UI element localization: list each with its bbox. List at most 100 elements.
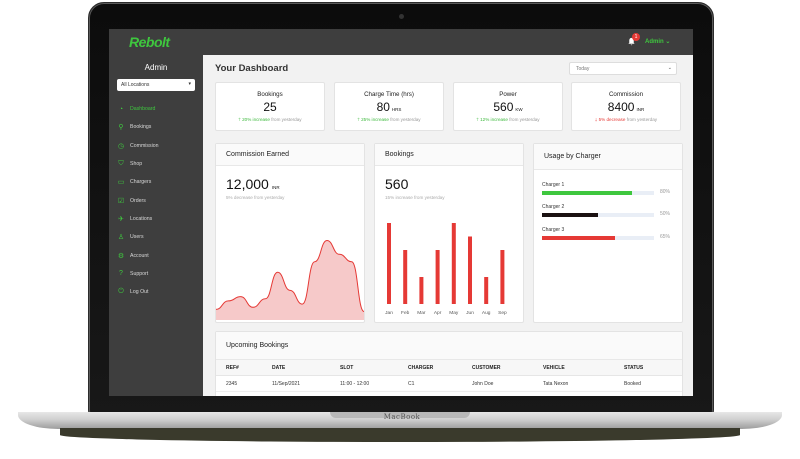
column-header[interactable]: REF# bbox=[226, 364, 239, 371]
bar-mar[interactable] bbox=[419, 277, 424, 304]
column-header[interactable]: STATUS bbox=[624, 364, 644, 371]
laptop-brand: MacBook bbox=[383, 413, 421, 421]
column-header[interactable]: SLOT bbox=[340, 364, 354, 371]
charger-track bbox=[542, 213, 654, 217]
laptop-notch bbox=[330, 412, 470, 418]
support-icon: ? bbox=[119, 270, 123, 278]
top-bar: Rebolt 1 Admin ⌄ bbox=[109, 29, 693, 55]
stat-label: Bookings bbox=[257, 91, 283, 98]
stat-label: Charge Time (hrs) bbox=[364, 91, 414, 98]
sidebar-item-users[interactable]: ♙ Users bbox=[109, 228, 203, 246]
sidebar-item-label: Orders bbox=[130, 197, 146, 204]
sidebar-item-chargers[interactable]: ▭ Chargers bbox=[109, 173, 203, 191]
bar-sep[interactable] bbox=[500, 250, 505, 304]
chevron-down-icon: ▾ bbox=[188, 81, 191, 87]
laptop-base bbox=[18, 412, 782, 429]
app-logo[interactable]: Rebolt bbox=[129, 34, 170, 50]
commission-number: 12,000 bbox=[226, 176, 269, 192]
trend-value: 25% increase bbox=[361, 117, 389, 122]
sidebar-item-label: Dashboard bbox=[130, 106, 156, 113]
chargers-icon: ▭ bbox=[117, 179, 125, 187]
column-header[interactable]: DATE bbox=[272, 364, 286, 371]
sidebar-item-label: Log Out bbox=[130, 289, 149, 296]
stat-card-charge-time[interactable]: Charge Time (hrs) 80 HRS 🡑 25% increase f… bbox=[334, 82, 444, 131]
bar-jun[interactable] bbox=[468, 236, 472, 305]
stat-unit: INR bbox=[636, 107, 645, 112]
stat-card-bookings[interactable]: Bookings 25 🡑 20% increase from yesterda… bbox=[215, 82, 325, 131]
sidebar-item-locations[interactable]: ✈ Locations bbox=[109, 210, 203, 228]
stat-number: 25 bbox=[263, 100, 277, 114]
stat-value: 8400 INR bbox=[572, 100, 680, 114]
bookings-icon: ⚲ bbox=[118, 124, 124, 132]
locations-icon: ✈ bbox=[118, 215, 124, 223]
laptop-base-shadow bbox=[60, 428, 740, 442]
stat-trend: 🡑 20% increase from yesterday bbox=[216, 116, 324, 124]
notification-badge: 1 bbox=[632, 33, 640, 41]
sidebar-item-shop[interactable]: ⛉ Shop bbox=[109, 155, 203, 173]
area-line bbox=[216, 239, 364, 313]
sidebar-item-commission[interactable]: ◷ Commission bbox=[109, 137, 203, 155]
sidebar-item-support[interactable]: ? Support bbox=[109, 265, 203, 283]
sidebar-item-label: Locations bbox=[130, 215, 153, 222]
sidebar-nav: ◔ Dashboard ⚲ Bookings ◷ Commission ⛉ Shop ▭… bbox=[109, 100, 203, 301]
stat-label: Commission bbox=[608, 91, 644, 98]
trend-value: 20% increase bbox=[242, 117, 270, 122]
card-title: Bookings bbox=[375, 144, 523, 166]
stat-card-commission[interactable]: Commission 8400 INR 🡓 5% decrease from ye… bbox=[571, 82, 681, 131]
camera-dot bbox=[399, 14, 404, 19]
arrow-down-icon: 🡓 bbox=[594, 117, 598, 122]
charger-percent: 50% bbox=[660, 211, 671, 217]
x-tick-label: Mar bbox=[417, 310, 426, 316]
users-icon: ♙ bbox=[117, 234, 125, 242]
area-fill bbox=[216, 240, 364, 320]
table-cell: Booked bbox=[624, 380, 641, 387]
stat-value: 80 HRS bbox=[335, 100, 443, 114]
charger-usage-row: Charger 1 80% bbox=[542, 182, 670, 195]
sidebar-item-label: Users bbox=[130, 234, 144, 241]
card-title: Commission Earned bbox=[216, 144, 364, 166]
sidebar-item-account[interactable]: ⚙ Account bbox=[109, 246, 203, 264]
table-cell: C1 bbox=[408, 380, 415, 387]
charger-percent: 80% bbox=[660, 189, 671, 195]
bar-aug[interactable] bbox=[484, 277, 489, 304]
sidebar-item-logout[interactable]: ⏻ Log Out bbox=[109, 283, 203, 301]
commission-value: 12,000 INR bbox=[226, 176, 280, 192]
date-range-select[interactable]: Today ⌄ bbox=[569, 62, 677, 75]
trend-rest: from yesterday bbox=[626, 117, 658, 122]
commission-area-chart bbox=[216, 239, 364, 320]
table-row[interactable]: 2345 11/Sep/2021 11:00 - 12:00 C1 John D… bbox=[216, 376, 682, 392]
stat-trend: 🡑 25% increase from yesterday bbox=[335, 116, 443, 124]
bar-apr[interactable] bbox=[435, 250, 440, 304]
column-header[interactable]: CHARGER bbox=[408, 364, 434, 371]
table-header: REF# DATE SLOT CHARGER CUSTOMER VEHICLE … bbox=[216, 360, 682, 376]
charger-usage-row: Charger 3 65% bbox=[542, 227, 670, 240]
page-title: Your Dashboard bbox=[215, 63, 289, 74]
sidebar-item-label: Chargers bbox=[130, 179, 152, 186]
x-tick-label: Aug bbox=[482, 310, 491, 316]
card-title: Usage by Charger bbox=[534, 144, 682, 170]
stat-unit: HRS bbox=[391, 107, 402, 112]
main-content: Your Dashboard Today ⌄ Bookings 25 🡑 20%… bbox=[203, 55, 693, 396]
stat-card-power[interactable]: Power 560 KW 🡑 12% increase from yesterda… bbox=[453, 82, 563, 131]
charger-fill bbox=[542, 236, 615, 240]
date-select-value: Today bbox=[576, 66, 590, 72]
charger-name: Charger 2 bbox=[542, 204, 565, 210]
stat-label: Power bbox=[499, 91, 517, 98]
sidebar-item-orders[interactable]: ☑ Orders bbox=[109, 191, 203, 209]
trend-value: 5% decrease bbox=[598, 117, 626, 122]
orders-icon: ☑ bbox=[117, 197, 125, 205]
bar-feb[interactable] bbox=[403, 250, 408, 304]
sidebar-item-dashboard[interactable]: ◔ Dashboard bbox=[109, 100, 203, 118]
bar-may[interactable] bbox=[451, 223, 456, 304]
bar-jan[interactable] bbox=[387, 223, 391, 304]
x-tick-label: Sep bbox=[498, 310, 507, 316]
table-cell: John Doe bbox=[472, 380, 494, 387]
column-header[interactable]: CUSTOMER bbox=[472, 364, 501, 371]
sidebar-item-bookings[interactable]: ⚲ Bookings bbox=[109, 118, 203, 136]
location-select[interactable]: All Locations ▾ bbox=[117, 79, 195, 91]
user-menu[interactable]: Admin ⌄ bbox=[645, 39, 671, 45]
column-header[interactable]: VEHICLE bbox=[543, 364, 565, 371]
charger-track bbox=[542, 236, 654, 240]
app-screen: Rebolt 1 Admin ⌄ Admin All Locations ▾ ◔… bbox=[109, 29, 693, 396]
table-cell: 2345 bbox=[226, 380, 238, 387]
